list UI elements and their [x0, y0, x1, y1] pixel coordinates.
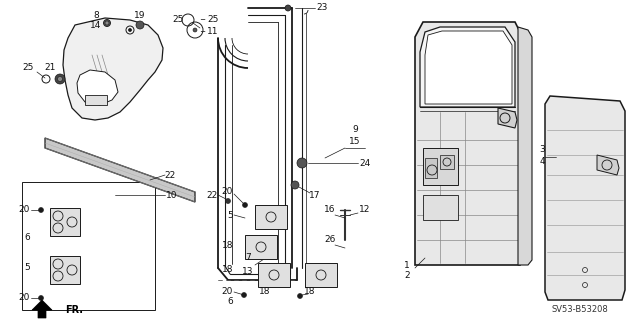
Polygon shape: [545, 96, 625, 300]
Text: 20: 20: [19, 293, 30, 302]
Text: 22: 22: [206, 190, 218, 199]
Bar: [22, 182, 155, 310]
Text: 5: 5: [24, 263, 30, 272]
Circle shape: [38, 207, 44, 212]
Circle shape: [129, 28, 131, 32]
Bar: [423, 195, 458, 220]
Circle shape: [225, 198, 230, 204]
Polygon shape: [255, 205, 287, 229]
Circle shape: [136, 21, 144, 29]
Circle shape: [298, 293, 303, 299]
Text: FR.: FR.: [65, 305, 83, 315]
Text: 3: 3: [539, 145, 545, 154]
Polygon shape: [50, 208, 80, 236]
Bar: [425, 158, 437, 178]
Text: 6: 6: [24, 234, 30, 242]
Polygon shape: [425, 31, 512, 104]
Polygon shape: [518, 27, 532, 265]
Circle shape: [105, 21, 109, 25]
Text: 7: 7: [245, 254, 251, 263]
Text: 5: 5: [227, 211, 233, 219]
Text: 25: 25: [172, 16, 184, 25]
Text: 17: 17: [309, 190, 321, 199]
Text: 20: 20: [221, 287, 233, 296]
Text: 8: 8: [93, 11, 99, 19]
Polygon shape: [415, 22, 520, 265]
Polygon shape: [77, 70, 118, 105]
Text: 2: 2: [404, 271, 410, 279]
Text: 18: 18: [304, 287, 316, 296]
Polygon shape: [63, 18, 163, 120]
Text: 10: 10: [166, 190, 178, 199]
Polygon shape: [258, 263, 290, 287]
Text: 26: 26: [324, 235, 336, 244]
Circle shape: [38, 295, 44, 300]
Text: SV53-B53208: SV53-B53208: [552, 306, 609, 315]
Bar: [85, 95, 107, 105]
Circle shape: [193, 28, 197, 32]
Text: ─: ─: [200, 17, 204, 23]
Text: 23: 23: [316, 4, 328, 12]
Polygon shape: [597, 155, 619, 175]
Text: 13: 13: [243, 268, 253, 277]
Bar: [423, 148, 458, 185]
Text: 18: 18: [259, 287, 270, 296]
Circle shape: [291, 181, 299, 189]
Bar: [440, 155, 454, 169]
Text: 19: 19: [134, 11, 146, 19]
Polygon shape: [498, 108, 517, 128]
Polygon shape: [50, 256, 80, 284]
Text: 15: 15: [349, 137, 361, 146]
Text: 11: 11: [207, 27, 219, 36]
Text: 1: 1: [404, 261, 410, 270]
Text: 18: 18: [221, 241, 233, 249]
Circle shape: [297, 158, 307, 168]
Text: 21: 21: [44, 63, 56, 72]
Text: 9: 9: [352, 125, 358, 135]
Text: 22: 22: [164, 170, 175, 180]
Text: 25: 25: [22, 63, 34, 72]
Polygon shape: [245, 235, 277, 259]
Circle shape: [243, 203, 248, 207]
Text: 14: 14: [90, 20, 102, 29]
Circle shape: [241, 293, 246, 298]
Circle shape: [285, 5, 291, 11]
Text: ─: ─: [200, 29, 204, 35]
Circle shape: [58, 77, 63, 81]
Text: 12: 12: [359, 205, 371, 214]
Circle shape: [104, 19, 111, 26]
Polygon shape: [32, 300, 52, 318]
Text: 20: 20: [19, 205, 30, 214]
Polygon shape: [305, 263, 337, 287]
Text: 4: 4: [539, 158, 545, 167]
Polygon shape: [45, 138, 195, 202]
Text: 20: 20: [221, 188, 233, 197]
Text: 6: 6: [227, 298, 233, 307]
Circle shape: [55, 74, 65, 84]
Polygon shape: [420, 27, 515, 107]
Text: 25: 25: [207, 16, 219, 25]
Text: 18: 18: [221, 265, 233, 275]
Text: 24: 24: [360, 159, 371, 167]
Text: 16: 16: [324, 205, 336, 214]
